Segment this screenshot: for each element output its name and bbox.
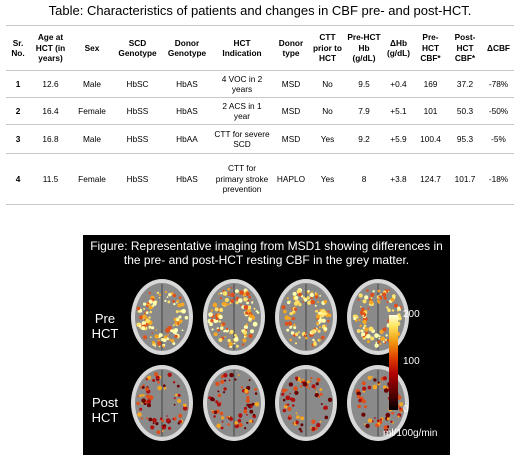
figure-caption: Figure: Representative imaging from MSD1… bbox=[90, 239, 443, 267]
pre-hct-brain-slice bbox=[203, 279, 265, 355]
table-header-row: Sr. No. Age at HCT (in years) Sex SCD Ge… bbox=[6, 25, 514, 71]
table-cell: +5.9 bbox=[383, 124, 414, 154]
table-cell: 7.9 bbox=[345, 97, 383, 125]
pre-hct-brain-slice bbox=[275, 279, 337, 355]
pre-hct-brain-slice bbox=[347, 279, 409, 355]
table-cell: HbAS bbox=[162, 153, 212, 205]
header-cell: ΔHb (g/dL) bbox=[383, 25, 414, 71]
table-cell: 8 bbox=[345, 153, 383, 205]
table-cell: 1 bbox=[6, 70, 30, 98]
table-row: 4 11.5 Female HbSS HbAS CTT for primary … bbox=[6, 153, 514, 205]
header-cell: Donor type bbox=[272, 25, 310, 71]
table-cell: No bbox=[310, 97, 345, 125]
post-hct-brain-slice bbox=[203, 365, 265, 441]
table-cell: 2 ACS in 1 year bbox=[212, 97, 272, 125]
header-cell: Donor Genotype bbox=[162, 25, 212, 71]
table-cell: Yes bbox=[310, 153, 345, 205]
mri-figure: Figure: Representative imaging from MSD1… bbox=[83, 235, 450, 455]
table-cell: +5.1 bbox=[383, 97, 414, 125]
table-cell: -18% bbox=[483, 153, 514, 205]
table-cell: Yes bbox=[310, 124, 345, 154]
table-cell: 101 bbox=[414, 97, 447, 125]
header-cell: Sex bbox=[71, 25, 113, 71]
table-cell: -50% bbox=[483, 97, 514, 125]
header-cell: HCT Indication bbox=[212, 25, 272, 71]
table-cell: 3 bbox=[6, 124, 30, 154]
table-cell: 2 bbox=[6, 97, 30, 125]
table-cell: HbAS bbox=[162, 70, 212, 98]
table-cell: HbSC bbox=[113, 70, 162, 98]
table-row: 1 12.6 Male HbSC HbAS 4 VOC in 2 years M… bbox=[6, 70, 514, 98]
table-title: Table: Characteristics of patients and c… bbox=[48, 3, 472, 18]
table-cell: 9.2 bbox=[345, 124, 383, 154]
table-cell: CTT for primary stroke prevention bbox=[212, 153, 272, 205]
table-cell: 4 bbox=[6, 153, 30, 205]
table-cell: 95.3 bbox=[447, 124, 483, 154]
table-cell: 50.3 bbox=[447, 97, 483, 125]
table-cell: HbSS bbox=[113, 97, 162, 125]
post-hct-brain-slice bbox=[275, 365, 337, 441]
patient-table: Sr. No. Age at HCT (in years) Sex SCD Ge… bbox=[6, 25, 514, 205]
table-cell: Male bbox=[71, 124, 113, 154]
table-cell: 37.2 bbox=[447, 70, 483, 98]
table-cell: HbAS bbox=[162, 97, 212, 125]
header-cell: Pre-HCT Hb (g/dL) bbox=[345, 25, 383, 71]
pre-hct-brain-slice bbox=[131, 279, 193, 355]
table-cell: 11.5 bbox=[30, 153, 71, 205]
table-cell: +3.8 bbox=[383, 153, 414, 205]
colorbar bbox=[389, 315, 398, 410]
post-hct-brain-slice bbox=[131, 365, 193, 441]
header-cell: Post-HCT CBF* bbox=[447, 25, 483, 71]
header-cell: SCD Genotype bbox=[113, 25, 162, 71]
table-cell: -78% bbox=[483, 70, 514, 98]
table-row: 3 16.8 Male HbSS HbAA CTT for severe SCD… bbox=[6, 124, 514, 154]
table-cell: 4 VOC in 2 years bbox=[212, 70, 272, 98]
table-cell: No bbox=[310, 70, 345, 98]
table-cell: HbSS bbox=[113, 153, 162, 205]
colorbar-min-label: 0 bbox=[403, 404, 409, 415]
table-cell: CTT for severe SCD bbox=[212, 124, 272, 154]
table-cell: MSD bbox=[272, 97, 310, 125]
table-row: 2 16.4 Female HbSS HbAS 2 ACS in 1 year … bbox=[6, 97, 514, 125]
table-cell: Female bbox=[71, 97, 113, 125]
table-cell: 12.6 bbox=[30, 70, 71, 98]
header-cell: Age at HCT (in years) bbox=[30, 25, 71, 71]
table-cell: 101.7 bbox=[447, 153, 483, 205]
header-cell: ΔCBF bbox=[483, 25, 514, 71]
table-cell: 169 bbox=[414, 70, 447, 98]
row-label-pre: Pre HCT bbox=[91, 311, 119, 341]
header-cell: Sr. No. bbox=[6, 25, 30, 71]
table-cell: 16.8 bbox=[30, 124, 71, 154]
table-cell: 124.7 bbox=[414, 153, 447, 205]
table-cell: Male bbox=[71, 70, 113, 98]
table-cell: MSD bbox=[272, 70, 310, 98]
row-label-post: Post HCT bbox=[91, 395, 119, 425]
table-cell: HbSS bbox=[113, 124, 162, 154]
table-cell: 100.4 bbox=[414, 124, 447, 154]
table-cell: Female bbox=[71, 153, 113, 205]
table-cell: HAPLO bbox=[272, 153, 310, 205]
table-cell: HbAA bbox=[162, 124, 212, 154]
colorbar-mid-label: 100 bbox=[403, 356, 420, 367]
table-cell: +0.4 bbox=[383, 70, 414, 98]
table-cell: -5% bbox=[483, 124, 514, 154]
colorbar-unit: ml/100g/min bbox=[383, 428, 438, 439]
header-cell: Pre-HCT CBF* bbox=[414, 25, 447, 71]
table-cell: MSD bbox=[272, 124, 310, 154]
header-cell: CTT prior to HCT bbox=[310, 25, 345, 71]
table-cell: 16.4 bbox=[30, 97, 71, 125]
colorbar-max-label: 200 bbox=[403, 309, 420, 320]
table-cell: 9.5 bbox=[345, 70, 383, 98]
